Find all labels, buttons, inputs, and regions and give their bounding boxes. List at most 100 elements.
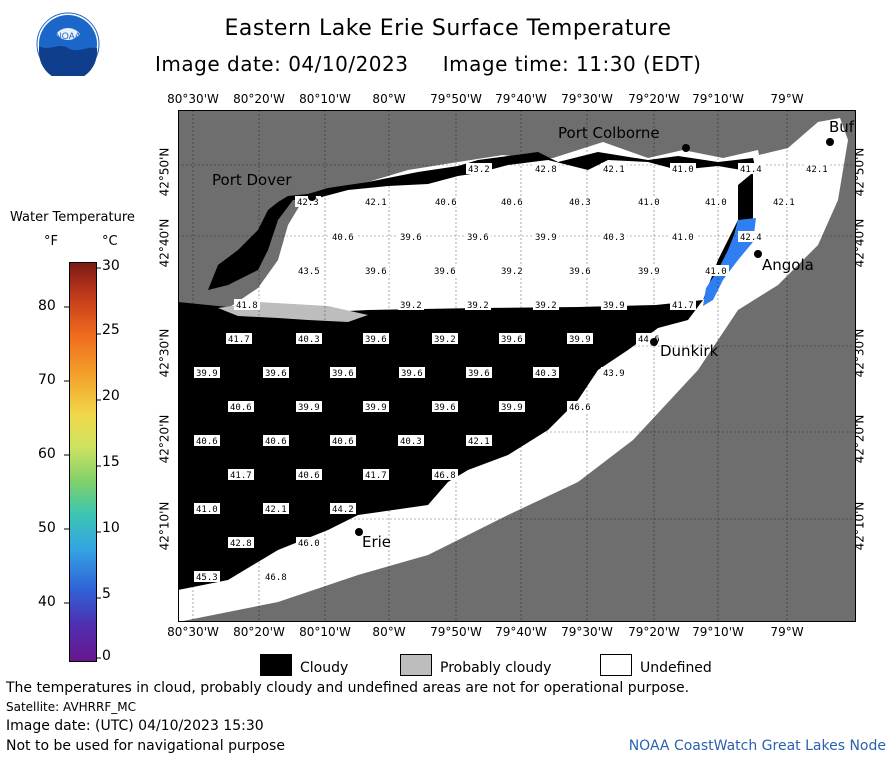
temperature-value: 40.6 [298,471,320,481]
city-angola: Angola [754,250,814,274]
temperature-label: 39.6 [398,231,424,243]
disclaimer-text: The temperatures in cloud, probably clou… [6,680,690,696]
lat-label-left: 42°40'N [157,218,172,268]
temperature-value: 41.7 [228,335,250,345]
temperature-value: 42.3 [297,198,319,208]
temperature-value: 39.6 [365,267,387,277]
temperature-label: 41.7 [670,299,696,311]
c-tick-0: 0 [102,648,111,664]
temperature-label-bg [601,299,627,310]
temperature-label-bg [363,469,389,480]
c-tick-25: 25 [102,322,120,338]
temperature-label-bg [601,367,627,378]
temperature-value: 42.1 [365,198,387,208]
temperature-label-bg [738,231,764,242]
temperature-label-bg [703,265,729,276]
city-label: Erie [362,533,391,551]
temperature-label: 39.6 [466,367,492,379]
temperature-label-bg [567,196,593,207]
temperature-label: 39.9 [363,401,389,413]
temperature-label: 40.6 [263,435,289,447]
lat-label-left: 42°50'N [157,147,172,197]
temperature-label: 42.1 [466,435,492,447]
temperature-label-bg [533,231,559,242]
page-title: Eastern Lake Erie Surface Temperature [224,16,672,41]
utc-date-text: Image date: (UTC) 04/10/2023 15:30 [6,718,264,734]
temperature-label-bg [296,469,322,480]
lon-label-bottom: 80°20'W [233,625,285,639]
temperature-label: 41.4 [738,163,764,175]
temperature-value: 39.9 [196,369,218,379]
key-cloudy-swatch [260,654,292,676]
city-port-colborne: Port Colborne [558,124,690,152]
temperature-label-bg [296,537,322,548]
temperature-label: 43.5 [296,265,322,277]
temperature-label: 44.6 [636,333,662,345]
temperature-value: 39.6 [501,335,523,345]
temperature-label: 39.9 [499,401,525,413]
map-frame [178,110,856,622]
temperature-label: 46.6 [567,401,593,413]
temperature-label: 42.8 [228,537,254,549]
lon-label-bottom: 80°30'W [167,625,219,639]
temperature-label: 41.0 [670,231,696,243]
lon-label-top: 79°W [770,92,804,106]
temperature-label: 46.8 [432,469,458,481]
temperature-label-bg [533,299,559,310]
temperature-label-bg [703,196,729,207]
temperature-label: 41.7 [226,333,252,345]
temperature-value: 39.9 [365,403,387,413]
temperature-value: 45.3 [196,573,218,583]
temperature-label: 42.1 [804,163,830,175]
temperature-label: 41.8 [234,299,260,311]
credit-text: NOAA CoastWatch Great Lakes Node [628,738,886,754]
lon-label-top: 80°20'W [233,92,285,106]
image-time: Image time: 11:30 (EDT) [442,52,702,76]
temperature-value: 40.3 [535,369,557,379]
temperature-label-bg [432,469,458,480]
lon-label-top: 80°10'W [299,92,351,106]
temperature-label-bg [804,163,830,174]
temperature-label: 41.7 [363,469,389,481]
temperature-label-bg [398,231,424,242]
temperature-label: 39.6 [363,333,389,345]
temperature-label: 39.9 [567,333,593,345]
temperature-label-bg [533,367,559,378]
city-marker [754,250,762,258]
temperature-value: 39.6 [434,403,456,413]
temperature-value: 39.6 [434,267,456,277]
lon-label-bottom: 80°W [372,625,406,639]
temperature-label: 41.0 [636,196,662,208]
temperature-label-bg [263,571,289,582]
temperature-label: 39.9 [533,231,559,243]
city-label: Buf [829,118,855,136]
temperature-label: 40.3 [533,367,559,379]
temperature-label: 41.0 [703,265,729,277]
temperature-label-bg [296,333,322,344]
temperature-value: 41.7 [230,471,252,481]
temperature-value: 40.6 [332,233,354,243]
temperature-value: 39.6 [468,369,490,379]
temperature-label-bg [296,401,322,412]
temperature-label-bg [499,265,525,276]
temperature-label-bg [263,435,289,446]
temperature-label-bg [465,299,491,310]
navigation-warning: Not to be used for navigational purpose [6,738,285,754]
temperature-label: 40.6 [330,435,356,447]
temperature-label: 39.2 [398,299,424,311]
temperature-value: 39.9 [501,403,523,413]
temperature-label-bg [670,231,696,242]
temperature-label: 40.6 [499,196,525,208]
temperature-label-bg [771,196,797,207]
temperature-value: 39.6 [401,369,423,379]
lon-label-bottom: 80°10'W [299,625,351,639]
temperature-label-bg [601,231,627,242]
temperature-label-bg [499,196,525,207]
temperature-label-bg [194,435,220,446]
c-tick-5: 5 [102,586,111,602]
temperature-label-bg [670,299,696,310]
temperature-label-bg [330,231,356,242]
temperature-label: 40.6 [228,401,254,413]
temperature-label: 40.6 [330,231,356,243]
temperature-label-bg [636,265,662,276]
